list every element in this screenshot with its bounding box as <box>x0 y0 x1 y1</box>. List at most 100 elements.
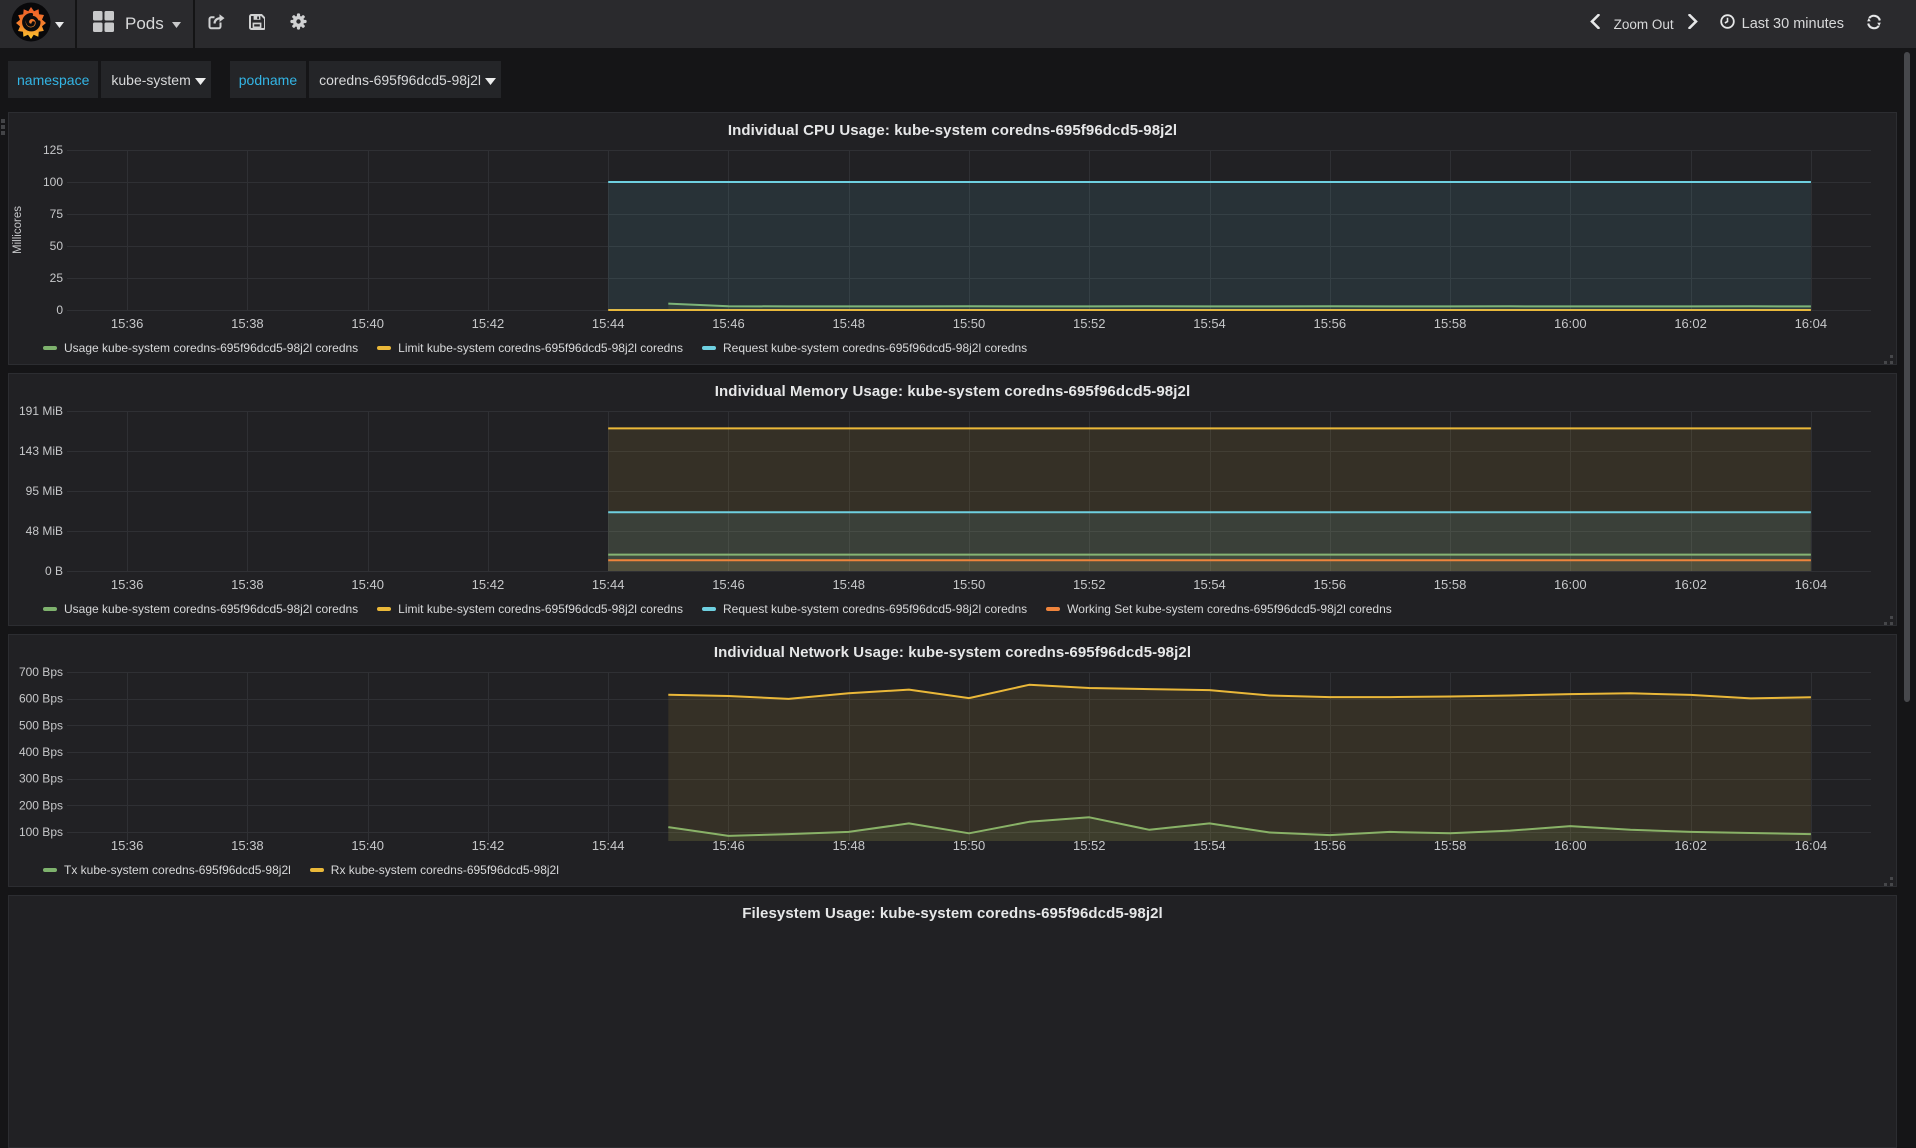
time-controls: Zoom Out Last 30 minutes <box>1589 0 1916 48</box>
time-shift-right-button[interactable] <box>1687 13 1698 34</box>
variable-namespace-label: namespace <box>8 61 99 98</box>
x-tick-label: 15:52 <box>1073 577 1106 592</box>
panel-legend: Tx kube-system coredns-695f96dcd5-98j2l R… <box>43 863 578 877</box>
side-grip-handle[interactable] <box>1 119 6 136</box>
panel-title[interactable]: Individual Memory Usage: kube-system cor… <box>714 383 1191 400</box>
settings-button[interactable] <box>278 0 319 48</box>
legend-series-label: Request kube-system coredns-695f96dcd5-9… <box>722 341 1028 355</box>
y-tick-label: 95 MiB <box>26 484 63 498</box>
legend-series-swatch <box>1046 607 1061 611</box>
zoom-out-label: Zoom Out <box>1613 16 1674 32</box>
clock-icon <box>1719 14 1735 34</box>
scrollbar-thumb[interactable] <box>1904 52 1910 702</box>
x-tick-label: 15:42 <box>472 577 505 592</box>
panel-resize-handle[interactable] <box>1883 873 1893 886</box>
y-tick-label: 143 MiB <box>19 444 63 458</box>
x-tick-label: 15:40 <box>351 316 384 331</box>
x-tick-label: 15:38 <box>231 838 264 853</box>
refresh-icon <box>1866 14 1882 35</box>
legend-item[interactable]: Request kube-system coredns-695f96dcd5-9… <box>701 602 1027 616</box>
x-tick-label: 15:48 <box>832 577 865 592</box>
x-tick-label: 15:44 <box>592 316 625 331</box>
sidemenu-toggle[interactable] <box>0 0 77 48</box>
y-tick-label: 100 <box>43 175 63 189</box>
x-tick-label: 15:40 <box>351 577 384 592</box>
panel-title[interactable]: Individual Network Usage: kube-system co… <box>713 644 1192 661</box>
zoom-out-button[interactable]: Zoom Out <box>1600 17 1688 32</box>
x-tick-label: 15:48 <box>832 316 865 331</box>
y-tick-label: 25 <box>50 271 64 285</box>
dashboard-picker[interactable]: Pods <box>77 0 195 48</box>
x-tick-label: 15:46 <box>712 577 745 592</box>
x-tick-label: 15:46 <box>712 316 745 331</box>
variable-namespace-current: kube-system <box>111 71 191 88</box>
share-icon <box>208 13 225 35</box>
variable-podname-value[interactable]: coredns-695f96dcd5-98j2l <box>309 61 502 98</box>
legend-series-swatch <box>43 607 57 611</box>
network-usage-chart[interactable]: 100 Bps 200 Bps 300 Bps 400 Bps 500 Bps 600 B… <box>9 635 1896 886</box>
x-tick-label: 15:40 <box>351 838 384 853</box>
x-tick-label: 15:56 <box>1314 316 1347 331</box>
panel-title[interactable]: Filesystem Usage: kube-system coredns-69… <box>742 905 1163 922</box>
legend-item[interactable]: Request kube-system coredns-695f96dcd5-9… <box>701 341 1028 355</box>
refresh-button[interactable] <box>1866 14 1882 35</box>
time-shift-left-button[interactable] <box>1589 13 1600 34</box>
legend-series-label: Rx kube-system coredns-695f96dcd5-98j2l <box>330 863 559 877</box>
x-tick-label: 15:54 <box>1193 838 1226 853</box>
save-button[interactable] <box>237 0 278 48</box>
x-tick-label: 15:42 <box>472 316 505 331</box>
legend-item[interactable]: Usage kube-system coredns-695f96dcd5-98j… <box>43 341 358 355</box>
x-tick-label: 15:58 <box>1434 838 1467 853</box>
panel-legend: Usage kube-system coredns-695f96dcd5-98j… <box>43 602 1411 616</box>
panel-resize-handle[interactable] <box>1883 351 1893 364</box>
panel-filesystem-usage: Filesystem Usage: kube-system coredns-69… <box>8 895 1897 1148</box>
chevron-down-icon <box>55 15 64 33</box>
variable-podname: podname coredns-695f96dcd5-98j2l <box>229 61 502 98</box>
legend-item[interactable]: Tx kube-system coredns-695f96dcd5-98j2l <box>43 863 291 877</box>
y-tick-label: 125 <box>43 143 63 157</box>
chevron-down-icon <box>194 72 206 88</box>
legend-series-swatch <box>701 346 716 350</box>
legend-item[interactable]: Working Set kube-system coredns-695f96dc… <box>1046 602 1392 616</box>
x-tick-label: 15:36 <box>111 838 144 853</box>
y-tick-label: 50 <box>50 239 64 253</box>
x-tick-label: 16:00 <box>1554 838 1587 853</box>
y-tick-label: 75 <box>50 207 64 221</box>
x-tick-label: 15:46 <box>712 838 745 853</box>
panel-title[interactable]: Individual CPU Usage: kube-system coredn… <box>727 122 1178 139</box>
grafana-logo <box>11 2 51 47</box>
legend-series-label: Limit kube-system coredns-695f96dcd5-98j… <box>398 341 683 355</box>
panel-memory-usage: Individual Memory Usage: kube-system cor… <box>8 373 1897 626</box>
x-tick-label: 15:42 <box>472 838 505 853</box>
legend-item[interactable]: Rx kube-system coredns-695f96dcd5-98j2l <box>309 863 559 877</box>
y-tick-label: 300 Bps <box>19 772 63 786</box>
y-tick-label: 500 Bps <box>19 718 63 732</box>
x-tick-label: 15:52 <box>1073 316 1106 331</box>
settings-gear-icon <box>290 13 307 35</box>
legend-series-label: Usage kube-system coredns-695f96dcd5-98j… <box>64 341 359 355</box>
y-tick-label: 191 MiB <box>19 404 63 418</box>
memory-usage-chart[interactable]: 0 B 48 MiB 95 MiB 143 MiB 191 MiB 15:36 15:38 1… <box>9 374 1896 625</box>
panel-legend: Usage kube-system coredns-695f96dcd5-98j… <box>43 341 1046 355</box>
x-tick-label: 15:48 <box>832 838 865 853</box>
legend-series-swatch <box>701 607 716 611</box>
variable-namespace-value[interactable]: kube-system <box>101 61 211 98</box>
legend-item[interactable]: Limit kube-system coredns-695f96dcd5-98j… <box>377 341 683 355</box>
y-tick-label: 600 Bps <box>19 692 63 706</box>
legend-series-label: Limit kube-system coredns-695f96dcd5-98j… <box>398 602 683 616</box>
legend-series-swatch <box>309 868 324 872</box>
cpu-usage-chart[interactable]: 0 25 50 75 100 125 15:36 15:38 15:40 15:42 15:44 15… <box>9 113 1896 364</box>
y-tick-label: 0 <box>56 303 63 317</box>
share-button[interactable] <box>196 0 237 48</box>
legend-item[interactable]: Limit kube-system coredns-695f96dcd5-98j… <box>377 602 683 616</box>
panel-resize-handle[interactable] <box>1883 612 1893 625</box>
legend-item[interactable]: Usage kube-system coredns-695f96dcd5-98j… <box>43 602 358 616</box>
navbar: Pods <box>0 0 1916 48</box>
x-tick-label: 15:52 <box>1073 838 1106 853</box>
x-tick-label: 15:50 <box>953 838 986 853</box>
y-tick-label: 700 Bps <box>19 665 63 679</box>
x-tick-label: 16:04 <box>1795 838 1828 853</box>
x-tick-label: 15:54 <box>1193 316 1226 331</box>
time-range-picker[interactable]: Last 30 minutes <box>1719 14 1844 34</box>
x-tick-label: 15:54 <box>1193 577 1226 592</box>
